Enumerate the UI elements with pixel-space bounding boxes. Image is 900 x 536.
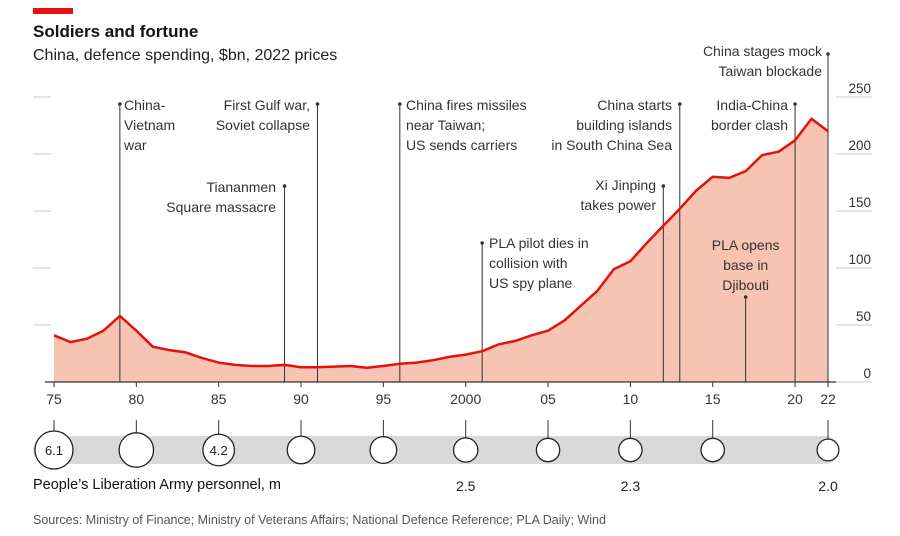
personnel-bubble xyxy=(286,435,316,465)
x-tick-label: 90 xyxy=(293,391,309,407)
x-tick-label: 20 xyxy=(787,391,803,407)
annotation-text: US spy plane xyxy=(489,275,572,291)
x-tick-label: 2000 xyxy=(450,391,481,407)
personnel-bubble xyxy=(816,438,840,462)
personnel-value-label: 2.3 xyxy=(621,478,641,494)
y-tick-label: 150 xyxy=(848,195,871,210)
personnel-bubble xyxy=(535,437,561,463)
annotation-dot xyxy=(661,184,666,188)
personnel-value-label: 2.5 xyxy=(456,478,476,494)
x-tick-label: 85 xyxy=(211,391,227,407)
y-tick-label: 250 xyxy=(848,81,871,96)
annotation-text: US sends carriers xyxy=(406,137,517,153)
x-tick-label: 05 xyxy=(540,391,556,407)
x-tick-label: 75 xyxy=(46,391,62,407)
annotation-dot xyxy=(282,184,287,188)
annotation-text: Xi Jinping xyxy=(595,177,656,193)
source-note: Sources: Ministry of Finance; Ministry o… xyxy=(33,513,606,527)
annotation-text: PLA opens xyxy=(712,237,780,253)
annotation-text: Taiwan blockade xyxy=(718,63,822,79)
annotation-text: First Gulf war, xyxy=(224,97,310,113)
personnel-label: People’s Liberation Army personnel, m xyxy=(33,477,281,493)
annotation-dot xyxy=(677,102,682,106)
annotation-text: collision with xyxy=(489,255,568,271)
personnel-value-label: 2.0 xyxy=(818,478,838,494)
personnel-bubble-label: 4.2 xyxy=(210,443,228,458)
annotation-text: China stages mock xyxy=(703,43,823,59)
personnel-bubble xyxy=(202,433,236,467)
personnel-bubble xyxy=(618,437,643,463)
annotation-dot xyxy=(793,102,797,106)
x-tick-label: 10 xyxy=(623,391,639,407)
x-tick-label: 80 xyxy=(129,391,145,407)
personnel-bubble-label: 6.1 xyxy=(45,443,63,458)
personnel-bubble xyxy=(118,432,155,468)
annotation-text: war xyxy=(123,137,147,153)
personnel-bubble xyxy=(34,430,74,470)
annotation-text: China- xyxy=(124,97,166,113)
annotation-text: China fires missiles xyxy=(406,97,527,113)
x-tick-label: 95 xyxy=(376,391,392,407)
y-tick-label: 0 xyxy=(863,366,871,381)
y-tick-label: 50 xyxy=(856,309,871,324)
spending-area xyxy=(54,118,828,382)
annotation-text: Djibouti xyxy=(722,277,769,293)
spending-line xyxy=(53,117,829,370)
annotation-dot xyxy=(118,102,122,106)
annotation-text: Vietnam xyxy=(124,117,175,133)
annotation-text: India-China xyxy=(716,97,788,113)
annotation-text: PLA pilot dies in xyxy=(489,235,589,251)
chart-title: Soldiers and fortune xyxy=(33,22,199,41)
personnel-bubble xyxy=(369,436,398,464)
annotation-dot xyxy=(826,52,830,56)
annotation-text: building islands xyxy=(576,117,672,133)
annotation-text: base in xyxy=(723,257,768,273)
annotation-dot xyxy=(480,241,484,245)
y-tick-label: 100 xyxy=(848,252,871,267)
annotation-text: China starts xyxy=(597,97,672,113)
annotation-text: takes power xyxy=(581,197,657,213)
annotation-text: in South China Sea xyxy=(551,137,672,153)
annotation-text: Tiananmen xyxy=(206,179,276,195)
annotation-text: near Taiwan; xyxy=(406,117,485,133)
annotation-dot xyxy=(315,102,320,106)
x-tick-label: 15 xyxy=(705,391,721,407)
annotation-text: Soviet collapse xyxy=(216,117,310,133)
personnel-bubble xyxy=(700,437,726,463)
chart-subtitle: China, defence spending, $bn, 2022 price… xyxy=(33,47,338,64)
brand-accent-bar xyxy=(33,8,73,14)
y-tick-label: 200 xyxy=(848,138,871,153)
annotation-text: border clash xyxy=(711,117,788,133)
annotation-dot xyxy=(398,102,402,106)
x-tick-label: 22 xyxy=(820,391,836,407)
personnel-bubble xyxy=(452,437,479,463)
annotation-dot xyxy=(743,295,748,299)
annotation-text: Square massacre xyxy=(166,199,276,215)
